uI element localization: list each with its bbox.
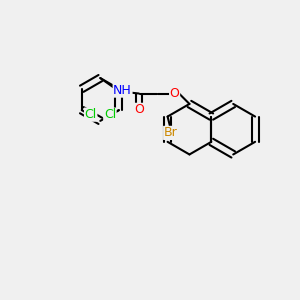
Text: O: O	[134, 103, 144, 116]
Text: O: O	[170, 87, 179, 100]
Text: Cl: Cl	[85, 108, 97, 121]
Text: Cl: Cl	[104, 108, 116, 121]
Text: NH: NH	[113, 84, 132, 97]
Text: Br: Br	[164, 126, 177, 140]
